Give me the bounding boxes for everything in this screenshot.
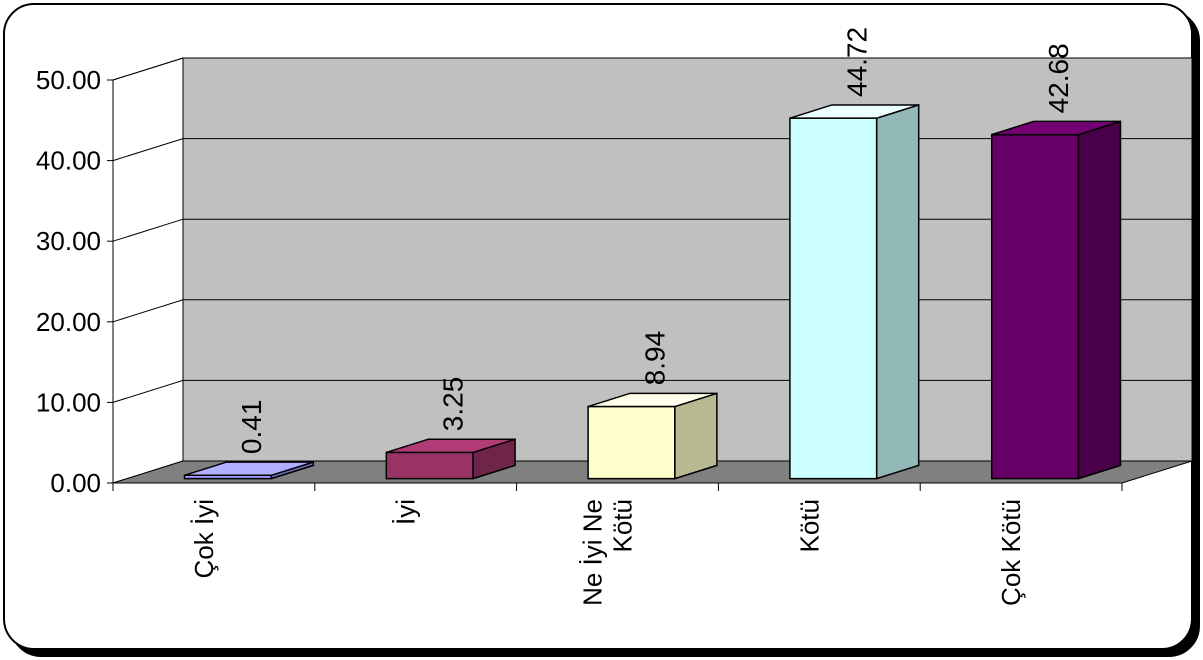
gridline (112, 57, 1192, 81)
bar-side (875, 103, 920, 480)
x-tick-label: Kötü (794, 499, 824, 553)
bar (385, 451, 474, 480)
bar-side (1077, 120, 1122, 480)
y-tick-label: 20.00 (36, 307, 101, 337)
y-tick-label: 30.00 (36, 226, 101, 256)
data-label: 8.94 (640, 331, 671, 386)
x-tick-label: Çok İyi (189, 499, 219, 578)
bar-top (587, 392, 718, 408)
y-tick-label: 10.00 (36, 387, 101, 417)
x-tick-label: Ne İyi Ne (578, 499, 608, 606)
x-tick-label: Çok Kötü (996, 499, 1026, 606)
bar-top (991, 120, 1121, 136)
y-tick-label: 40.00 (36, 146, 101, 176)
bar-top (789, 104, 919, 119)
plot-area: 0.00 10.00 20.00 30.00 40.00 50.00 0.41 Çok İyi… (36, 27, 1193, 606)
x-tick-label: İyi (391, 499, 421, 525)
data-label: 44.72 (841, 27, 872, 97)
data-label: 42.68 (1043, 43, 1074, 113)
data-label: 0.41 (236, 400, 267, 455)
bar (587, 405, 676, 480)
y-tick-label: 50.00 (36, 65, 101, 95)
bar-top (386, 438, 516, 454)
bar-side (674, 392, 718, 480)
data-label: 3.25 (438, 377, 469, 432)
y-tick-label: 0.00 (50, 468, 101, 498)
bar (789, 117, 878, 480)
bar-top (184, 461, 314, 477)
x-tick-label: Kötü (608, 499, 638, 553)
bar (990, 133, 1080, 480)
side-wall (112, 57, 184, 484)
